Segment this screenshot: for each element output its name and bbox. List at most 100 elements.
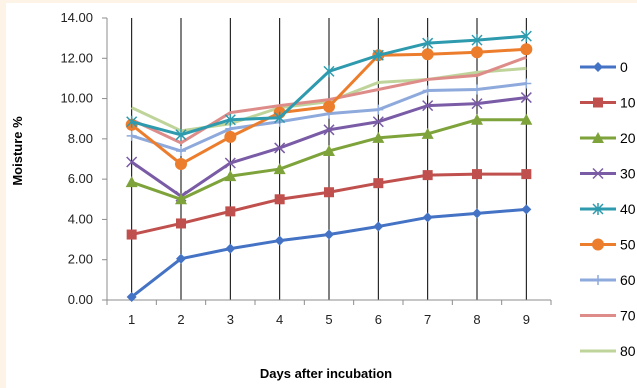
legend-marker-50 [592,238,604,251]
series-10 [126,169,532,240]
x-tick-label: 5 [325,312,332,327]
data-point-30-3 [224,157,236,169]
data-point-10-6 [373,178,384,189]
y-tick-label: 14.00 [60,10,93,25]
legend-label-30: 30 [620,166,636,182]
legend-label-50: 50 [620,237,636,253]
data-point-20-5 [323,144,335,156]
data-point-40-3 [224,113,236,126]
data-point-10-9 [521,169,532,180]
series-0 [126,204,532,302]
data-point-30-9 [520,92,532,104]
x-tick-label: 9 [523,312,530,327]
legend-label-40: 40 [620,201,636,217]
legend-marker-10 [593,97,603,108]
data-point-0-5 [324,229,334,240]
legend-item-40: 40 [580,201,636,217]
y-tick-label: 8.00 [68,131,93,146]
data-point-20-2 [175,193,187,205]
data-point-20-7 [421,127,434,139]
data-point-10-7 [422,170,433,181]
data-point-0-1 [126,291,137,302]
chart-container: 0.00 2.00 4.00 6.00 8.00 10.00 12.00 14.00 1 2 3 4 5… [6,3,637,388]
series-line-70 [131,55,527,145]
data-point-50-9 [520,43,533,56]
legend-marker-60 [593,275,603,285]
data-point-10-5 [324,187,334,198]
data-point-50-3 [224,130,237,143]
data-point-0-6 [373,221,384,232]
data-point-20-9 [520,113,533,125]
data-point-40-5 [323,65,335,78]
legend-item-0: 0 [580,59,628,75]
data-point-50-7 [421,48,434,61]
legend-item-70: 70 [580,308,636,324]
data-point-0-8 [472,208,482,219]
grid-layer [131,18,527,300]
x-axis-title: Days after incubation [260,366,392,381]
y-tick-label: 0.00 [68,292,93,307]
data-point-40-4 [274,111,286,124]
data-point-0-3 [225,243,236,254]
legend-item-30: 30 [580,166,636,182]
data-point-30-4 [274,142,286,154]
legend-marker-40 [592,203,604,215]
data-point-60-1 [126,130,137,141]
legend-item-50: 50 [580,237,636,253]
series-layer [125,30,533,302]
data-point-40-1 [126,115,138,128]
legend-marker-0 [593,62,603,72]
data-point-50-2 [175,158,187,171]
legend-label-0: 0 [620,59,628,75]
series-60 [126,78,532,156]
legend-item-20: 20 [580,130,636,146]
x-tick-label: 8 [473,312,480,327]
x-tick-label: 2 [177,312,184,327]
legend-item-60: 60 [580,272,636,288]
data-point-40-8 [471,34,483,47]
data-point-0-7 [422,212,433,223]
series-30 [126,92,532,202]
legend-label-80: 80 [620,343,636,359]
data-point-40-6 [372,49,384,62]
data-point-30-5 [323,124,335,136]
data-point-20-6 [372,131,385,143]
data-point-60-7 [422,85,433,96]
series-70 [131,55,527,145]
data-point-20-1 [125,176,138,188]
x-tick-label: 6 [375,312,382,327]
series-40 [126,30,532,141]
data-point-20-3 [224,170,237,182]
axis-layer: 0.00 2.00 4.00 6.00 8.00 10.00 12.00 14.00 1 2 3 4 5… [60,10,552,327]
data-point-60-2 [176,145,186,156]
data-point-30-7 [422,100,434,112]
data-point-30-1 [126,156,138,168]
data-point-40-9 [520,30,532,43]
data-point-50-8 [471,46,483,59]
legend-item-80: 80 [580,343,636,359]
data-point-10-4 [274,194,285,205]
data-point-40-2 [175,128,187,141]
x-tick-label: 7 [424,312,431,327]
y-axis-title: Moisture % [10,116,25,186]
y-tick-label: 12.00 [60,50,93,65]
y-tick-label: 10.00 [60,91,93,106]
x-tick-label: 4 [276,312,283,327]
data-point-20-4 [273,163,286,175]
legend-label-60: 60 [620,272,636,288]
data-point-0-4 [274,235,285,246]
data-point-60-8 [472,84,482,95]
data-point-30-8 [471,98,483,110]
data-point-60-6 [373,104,384,115]
line-chart: 0.00 2.00 4.00 6.00 8.00 10.00 12.00 14.00 1 2 3 4 5… [10,10,636,381]
data-point-40-7 [422,37,434,50]
data-point-10-3 [225,206,236,217]
legend-item-10: 10 [580,95,636,111]
legend-marker-20 [592,132,604,143]
data-point-10-2 [176,218,186,229]
data-point-30-6 [372,116,384,128]
data-point-10-1 [126,229,137,240]
legend-label-20: 20 [620,130,636,146]
data-point-20-8 [471,113,483,125]
series-20 [125,113,533,205]
